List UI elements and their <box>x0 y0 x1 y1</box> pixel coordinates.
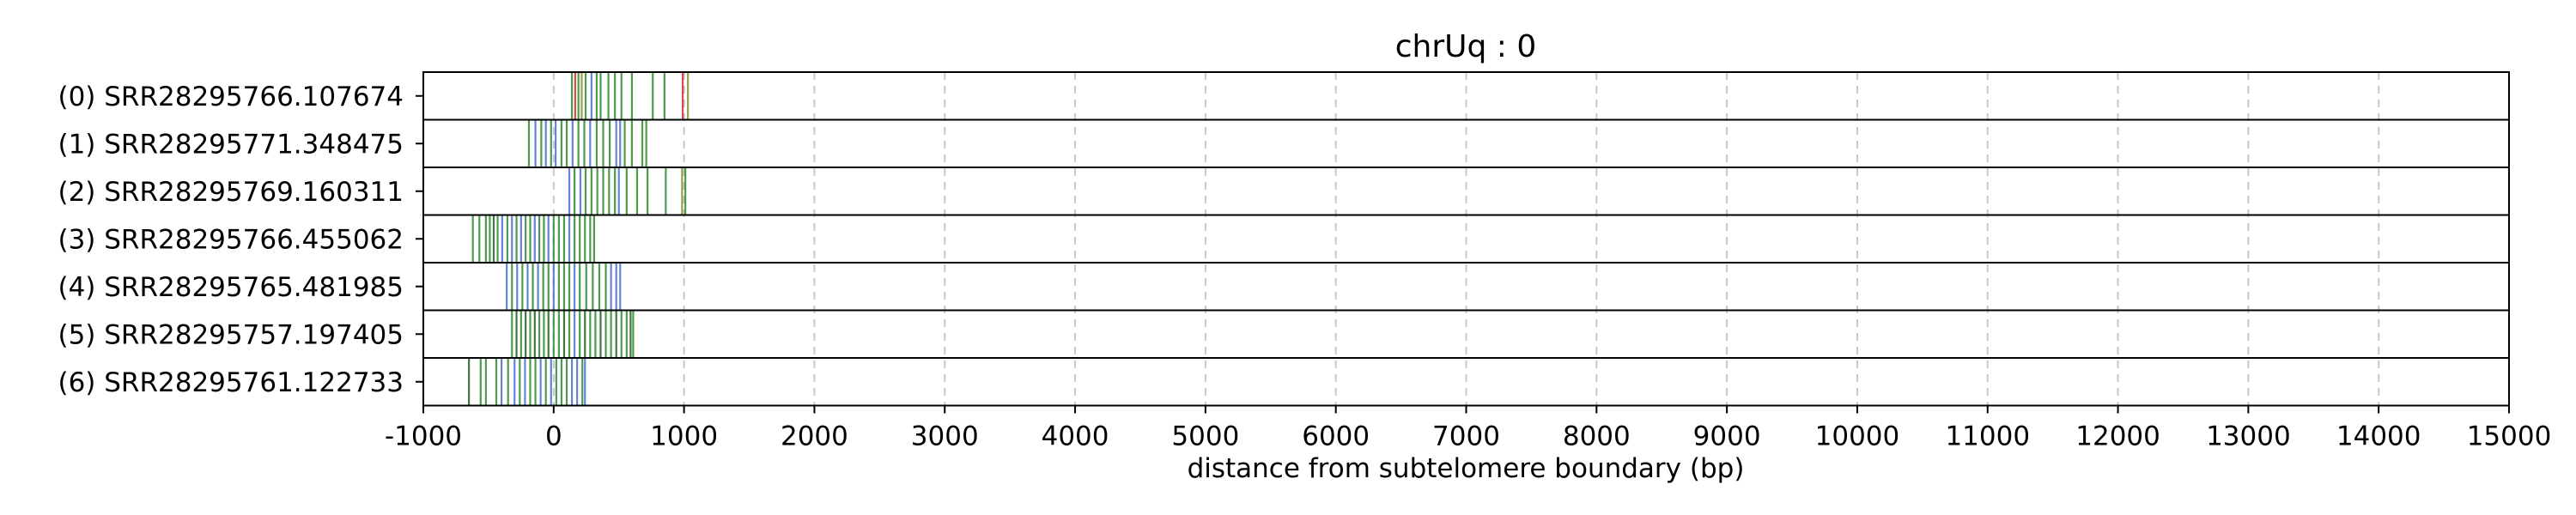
read-tracks <box>468 73 690 405</box>
x-tick-label: 11000 <box>1945 421 2030 452</box>
x-tick-label: 7000 <box>1432 421 1500 452</box>
grid-lines <box>422 72 2510 406</box>
x-tick-label: 10000 <box>1815 421 1900 452</box>
track <box>506 264 622 310</box>
x-tick-label: 12000 <box>2075 421 2160 452</box>
track-label: (2) SRR28295769.160311 <box>58 177 404 208</box>
x-tick-label: 8000 <box>1563 421 1631 452</box>
x-tick-label: 6000 <box>1302 421 1370 452</box>
x-tick-label: 14000 <box>2336 421 2421 452</box>
x-axis-label: distance from subtelomere boundary (bp) <box>1188 453 1745 484</box>
x-tick-label: -1000 <box>385 421 462 452</box>
track-label: (4) SRR28295765.481985 <box>58 272 404 303</box>
track <box>570 73 690 119</box>
chart-title: chrUq : 0 <box>1395 29 1537 64</box>
track <box>511 311 635 357</box>
x-tick-label: 0 <box>545 421 562 452</box>
x-tick-label: 13000 <box>2206 421 2291 452</box>
track-label: (5) SRR28295757.197405 <box>58 319 404 350</box>
track-label: (6) SRR28295761.122733 <box>58 367 404 398</box>
x-tick-label: 3000 <box>911 421 979 452</box>
track-labels: (0) SRR28295766.107674 (1) SRR28295771.34… <box>58 82 423 398</box>
track-label: (0) SRR28295766.107674 <box>58 82 404 112</box>
track <box>568 168 687 215</box>
track-label: (3) SRR28295766.455062 <box>58 224 404 255</box>
x-tick-label: 5000 <box>1171 421 1239 452</box>
track <box>527 120 647 167</box>
x-tick-label: 4000 <box>1042 421 1109 452</box>
track <box>468 359 586 405</box>
track-label: (1) SRR28295771.348475 <box>58 129 404 160</box>
x-tick-label: 1000 <box>650 421 718 452</box>
x-tick-label: 2000 <box>781 421 848 452</box>
track <box>471 215 595 262</box>
x-tick-label: 15000 <box>2467 421 2552 452</box>
x-axis: -1000 0 1000 2000 3000 4000 5000 6000 7000 8000 90… <box>385 405 2552 452</box>
x-tick-label: 9000 <box>1693 421 1761 452</box>
